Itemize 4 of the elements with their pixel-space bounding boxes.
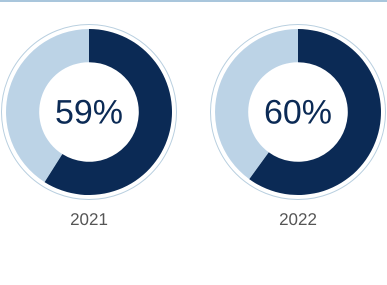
data-label: 60%: [264, 93, 332, 132]
data-label: 59%: [54, 93, 124, 132]
text: 2022: [278, 210, 318, 230]
text: 2021: [69, 210, 109, 230]
